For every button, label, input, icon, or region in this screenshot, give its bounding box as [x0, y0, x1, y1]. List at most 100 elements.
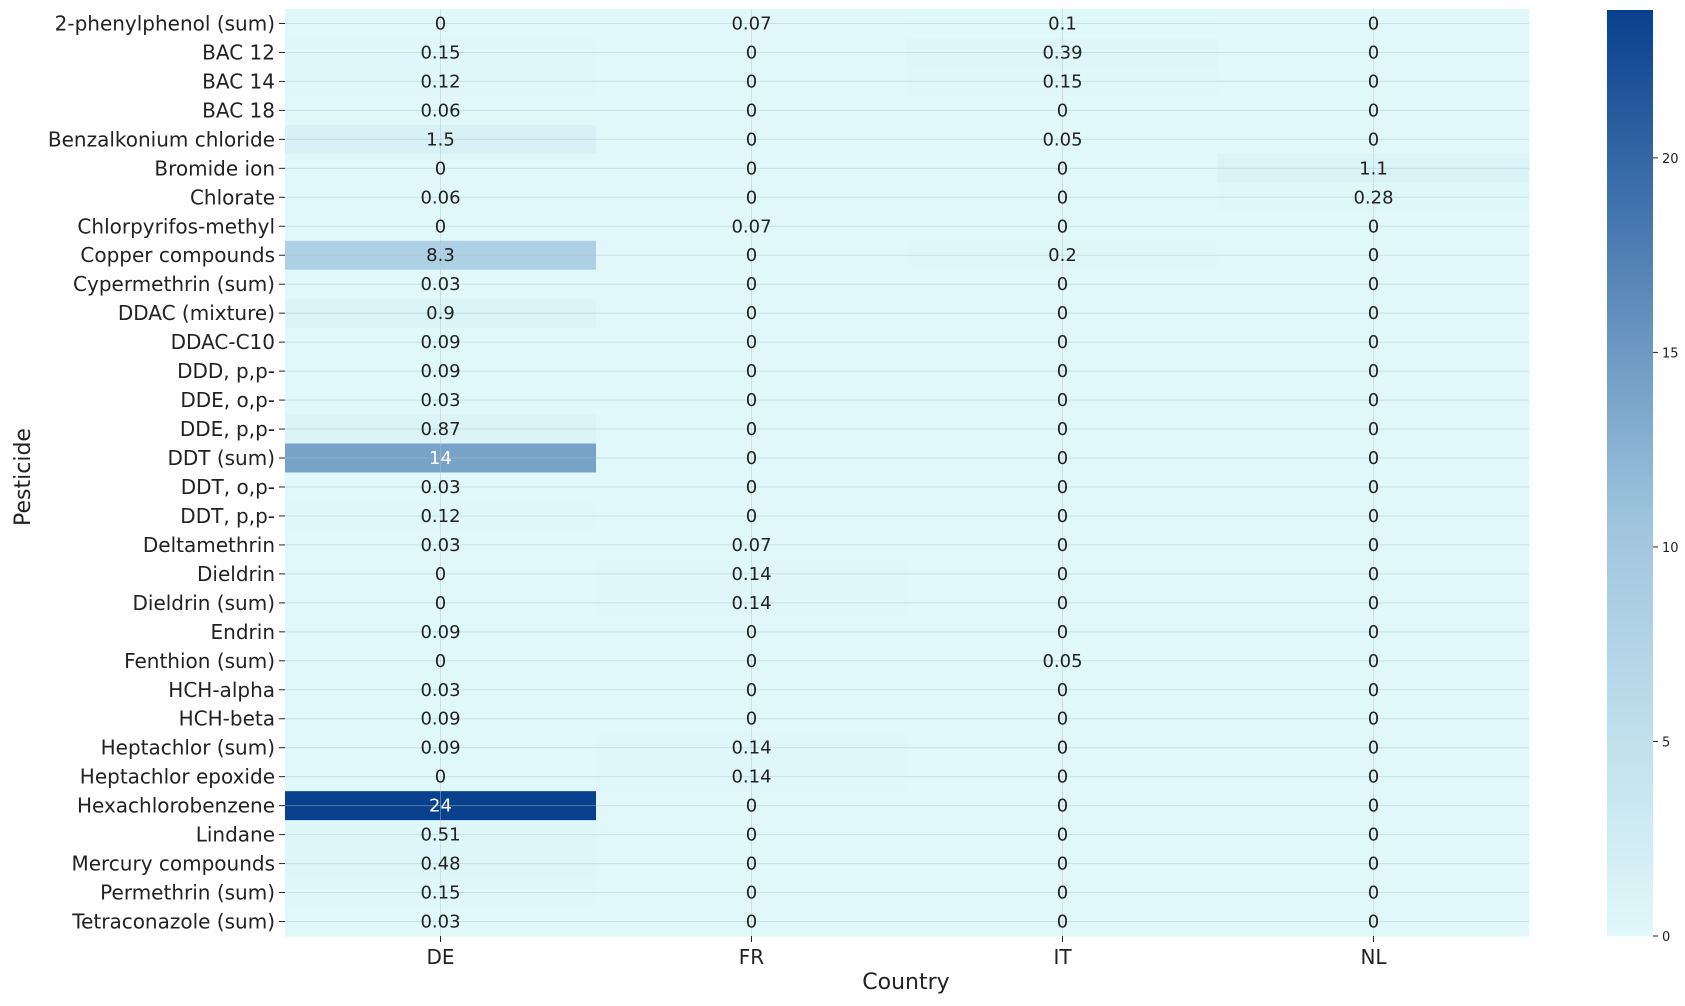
cell-value-label: 0.03	[420, 274, 460, 295]
cell-value-label: 0	[1057, 506, 1068, 527]
heatmap-cell	[285, 211, 597, 242]
cell-value-label: 0.05	[1042, 651, 1082, 672]
heatmap-cell	[285, 878, 597, 908]
heatmap-cell	[596, 9, 908, 39]
heatmap-cell	[596, 559, 908, 589]
heatmap-cell	[907, 124, 1219, 155]
heatmap-cell	[285, 9, 597, 39]
y-tick-label: Bromide ion	[154, 156, 275, 180]
y-tick-label: Chlorpyrifos-methyl	[77, 214, 275, 238]
heatmap-cell	[285, 298, 597, 329]
heatmap-cell	[596, 733, 908, 763]
cell-value-label: 0	[435, 158, 446, 179]
y-tick-label: BAC 12	[202, 40, 275, 64]
heatmap-cell	[285, 95, 597, 126]
y-tick-label: Endrin	[211, 620, 275, 644]
cell-value-label: 0.12	[420, 506, 460, 527]
cell-value-label: 0.09	[420, 361, 460, 382]
heatmap-cell	[907, 269, 1219, 300]
heatmap-cell	[596, 820, 908, 850]
y-axis-tick-labels: 2-phenylphenol (sum) BAC 12 BAC 14 BAC 18 Be…	[48, 11, 285, 934]
cell-value-label: 0.48	[420, 854, 460, 875]
cell-value-label: 0.1	[1048, 13, 1077, 34]
heatmap-cell	[596, 385, 908, 416]
heatmap-cells	[285, 9, 1530, 937]
cell-value-label: 0	[746, 448, 757, 469]
heatmap-cell	[1218, 298, 1530, 329]
heatmap-cell	[907, 211, 1219, 242]
cell-value-label: 0	[746, 477, 757, 498]
heatmap-cell	[1218, 849, 1530, 879]
heatmap-cell	[285, 240, 597, 271]
cell-value-label: 0.09	[420, 622, 460, 643]
heatmap-cell	[596, 588, 908, 618]
cell-value-label: 0	[1368, 593, 1379, 614]
heatmap-cell	[285, 588, 597, 618]
cell-value-label: 0.15	[420, 883, 460, 904]
cell-value-label: 8.3	[426, 245, 455, 266]
cell-value-label: 0	[746, 622, 757, 643]
heatmap-cell	[596, 124, 908, 155]
cell-value-label: 0	[746, 825, 757, 846]
cell-value-label: 0	[746, 912, 757, 933]
heatmap-cell	[907, 9, 1219, 39]
y-tick-label: Heptachlor (sum)	[101, 736, 275, 760]
cell-value-label: 0	[1368, 709, 1379, 730]
heatmap-cell	[907, 762, 1219, 792]
cell-value-label: 0	[1057, 680, 1068, 701]
cell-value-label: 0	[1368, 506, 1379, 527]
heatmap-cell	[907, 37, 1219, 68]
cell-value-label: 0	[746, 274, 757, 295]
x-tick-label: DE	[426, 945, 454, 969]
cell-value-label: 0	[435, 13, 446, 34]
cell-value-label: 0	[435, 767, 446, 788]
heatmap-cell	[285, 704, 597, 734]
y-tick-label: Heptachlor epoxide	[80, 765, 275, 789]
cell-value-label: 0	[746, 390, 757, 411]
cell-value-label: 0	[746, 158, 757, 179]
heatmap-cell	[907, 327, 1219, 358]
cell-value-label: 0.03	[420, 680, 460, 701]
cell-value-label: 0	[1368, 13, 1379, 34]
heatmap-cell	[1218, 211, 1530, 242]
heatmap-cell	[285, 182, 597, 213]
cell-value-label: 0.14	[731, 593, 771, 614]
cell-value-label: 0	[1368, 796, 1379, 817]
cell-value-label: 0	[1368, 883, 1379, 904]
heatmap-cell	[1218, 559, 1530, 589]
cell-value-label: 0	[1368, 477, 1379, 498]
cell-value-label: 14	[429, 448, 452, 469]
heatmap-cell	[907, 733, 1219, 763]
cell-value-label: 0	[1368, 216, 1379, 237]
cell-value-label: 0.15	[420, 42, 460, 63]
heatmap-cell	[285, 559, 597, 589]
heatmap-cell	[596, 211, 908, 242]
y-tick-label: HCH-beta	[179, 707, 275, 731]
y-tick-label: DDT, p,p-	[180, 504, 275, 528]
cell-value-label: 0	[1368, 419, 1379, 440]
cell-value-label: 0	[1057, 187, 1068, 208]
cell-value-label: 0.14	[731, 564, 771, 585]
cell-value-label: 0.07	[731, 13, 771, 34]
cell-value-label: 0	[746, 883, 757, 904]
heatmap-cell	[1218, 530, 1530, 560]
cell-value-label: 0	[1368, 651, 1379, 672]
cell-value-label: 0	[746, 709, 757, 730]
cell-value-label: 0	[435, 651, 446, 672]
colorbar-tick-label: 5	[1662, 735, 1670, 750]
cell-value-label: 0	[1057, 564, 1068, 585]
y-tick-label: Cypermethrin (sum)	[73, 272, 275, 296]
cell-value-label: 0	[1057, 477, 1068, 498]
cell-value-label: 0	[1057, 274, 1068, 295]
cell-value-label: 0	[1057, 738, 1068, 759]
heatmap-cell	[285, 675, 597, 705]
cell-value-label: 0.28	[1353, 187, 1393, 208]
heatmap-cell	[285, 269, 597, 300]
cell-value-label: 0	[746, 245, 757, 266]
y-tick-label: Permethrin (sum)	[100, 881, 275, 905]
cell-value-label: 0	[1057, 912, 1068, 933]
x-tick-label: IT	[1053, 945, 1072, 969]
y-tick-label: DDE, p,p-	[180, 417, 275, 441]
cell-value-label: 0	[746, 506, 757, 527]
